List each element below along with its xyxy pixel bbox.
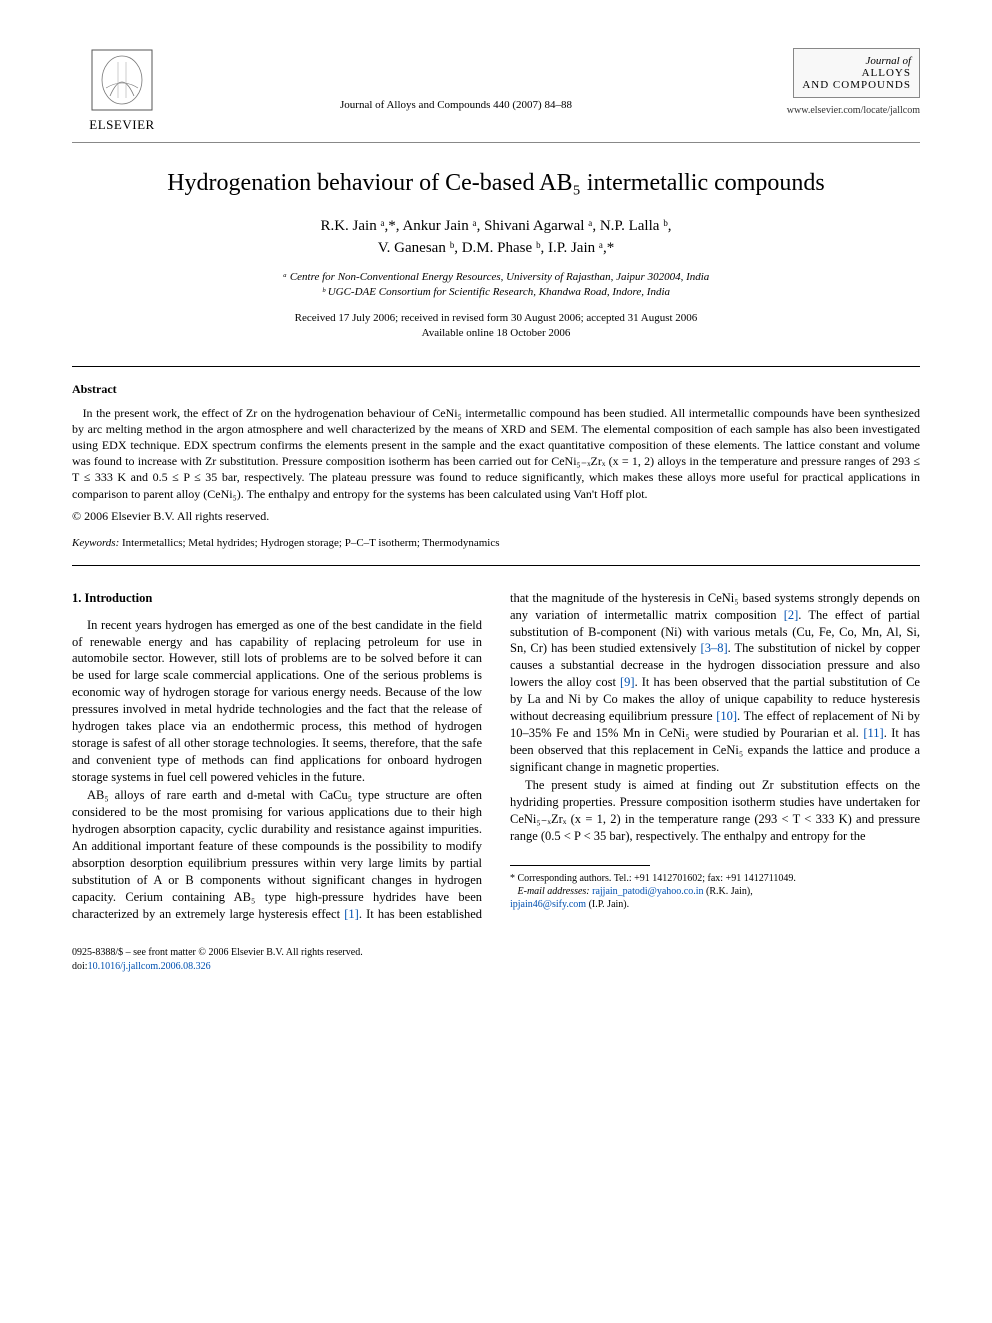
keywords-label: Keywords: <box>72 537 119 549</box>
ref-11-link[interactable]: [11] <box>863 726 883 740</box>
ref-3-8-link[interactable]: [3–8] <box>701 641 728 655</box>
doi-link[interactable]: 10.1016/j.jallcom.2006.08.326 <box>88 961 211 972</box>
doi-line: doi:10.1016/j.jallcom.2006.08.326 <box>72 960 920 974</box>
email-2[interactable]: ipjain46@sify.com <box>510 899 586 910</box>
journal-logo: Journal of ALLOYS AND COMPOUNDS <box>793 48 920 98</box>
footnote-rule <box>510 865 650 866</box>
abstract-body: In the present work, the effect of Zr on… <box>72 406 920 501</box>
abstract-top-rule <box>72 366 920 367</box>
page-header: ELSEVIER Journal of Alloys and Compounds… <box>72 48 920 134</box>
abstract-label: Abstract <box>72 381 920 397</box>
abstract-copyright: © 2006 Elsevier B.V. All rights reserved… <box>72 508 920 524</box>
elsevier-logo <box>90 48 154 112</box>
intro-para-3: The present study is aimed at finding ou… <box>510 777 920 845</box>
front-matter-line: 0925-8388/$ – see front matter © 2006 El… <box>72 946 920 960</box>
abstract-text: In the present work, the effect of Zr on… <box>72 405 920 502</box>
affiliation-b: ᵇ UGC-DAE Consortium for Scientific Rese… <box>72 285 920 300</box>
intro-para-1: In recent years hydrogen has emerged as … <box>72 617 482 786</box>
journal-url: www.elsevier.com/locate/jallcom <box>787 104 920 118</box>
header-rule <box>72 142 920 143</box>
section-1-heading: 1. Introduction <box>72 590 482 607</box>
affiliations: ᵃ Centre for Non-Conventional Energy Res… <box>72 270 920 301</box>
bottom-info: 0925-8388/$ – see front matter © 2006 El… <box>72 946 920 973</box>
journal-block: Journal of ALLOYS AND COMPOUNDS www.else… <box>740 48 920 118</box>
body-columns: 1. Introduction In recent years hydrogen… <box>72 590 920 923</box>
affiliation-a: ᵃ Centre for Non-Conventional Energy Res… <box>72 270 920 285</box>
publication-dates: Received 17 July 2006; received in revis… <box>72 311 920 342</box>
article-title: Hydrogenation behaviour of Ce-based AB₅ … <box>72 167 920 199</box>
corresponding-author: * Corresponding authors. Tel.: +91 14127… <box>510 872 920 885</box>
journal-logo-line3: AND COMPOUNDS <box>802 79 911 91</box>
publisher-name: ELSEVIER <box>89 116 154 134</box>
ref-2-link[interactable]: [2] <box>784 608 799 622</box>
journal-logo-line2: ALLOYS <box>802 67 911 79</box>
received-date: Received 17 July 2006; received in revis… <box>72 311 920 326</box>
email-1[interactable]: rajjain_patodi@yahoo.co.in <box>592 886 703 897</box>
email-name-2: (I.P. Jain). <box>586 899 629 910</box>
doi-label: doi: <box>72 961 88 972</box>
footnotes: * Corresponding authors. Tel.: +91 14127… <box>510 872 920 911</box>
ref-9-link[interactable]: [9] <box>620 675 635 689</box>
authors-line1: R.K. Jain ᵃ,*, Ankur Jain ᵃ, Shivani Aga… <box>72 215 920 238</box>
keywords: Keywords: Intermetallics; Metal hydrides… <box>72 536 920 551</box>
email-name-1: (R.K. Jain), <box>704 886 753 897</box>
abstract-bottom-rule <box>72 565 920 566</box>
journal-reference: Journal of Alloys and Compounds 440 (200… <box>172 48 740 113</box>
ref-1-link[interactable]: [1] <box>344 907 359 921</box>
email-label: E-mail addresses: <box>518 886 593 897</box>
online-date: Available online 18 October 2006 <box>72 326 920 341</box>
publisher-block: ELSEVIER <box>72 48 172 134</box>
email-line: E-mail addresses: rajjain_patodi@yahoo.c… <box>510 885 920 911</box>
ref-10-link[interactable]: [10] <box>716 709 737 723</box>
journal-logo-line1: Journal of <box>802 55 911 67</box>
keywords-text: Intermetallics; Metal hydrides; Hydrogen… <box>119 537 499 549</box>
authors-line2: V. Ganesan ᵇ, D.M. Phase ᵇ, I.P. Jain ᵃ,… <box>72 237 920 260</box>
authors: R.K. Jain ᵃ,*, Ankur Jain ᵃ, Shivani Aga… <box>72 215 920 260</box>
